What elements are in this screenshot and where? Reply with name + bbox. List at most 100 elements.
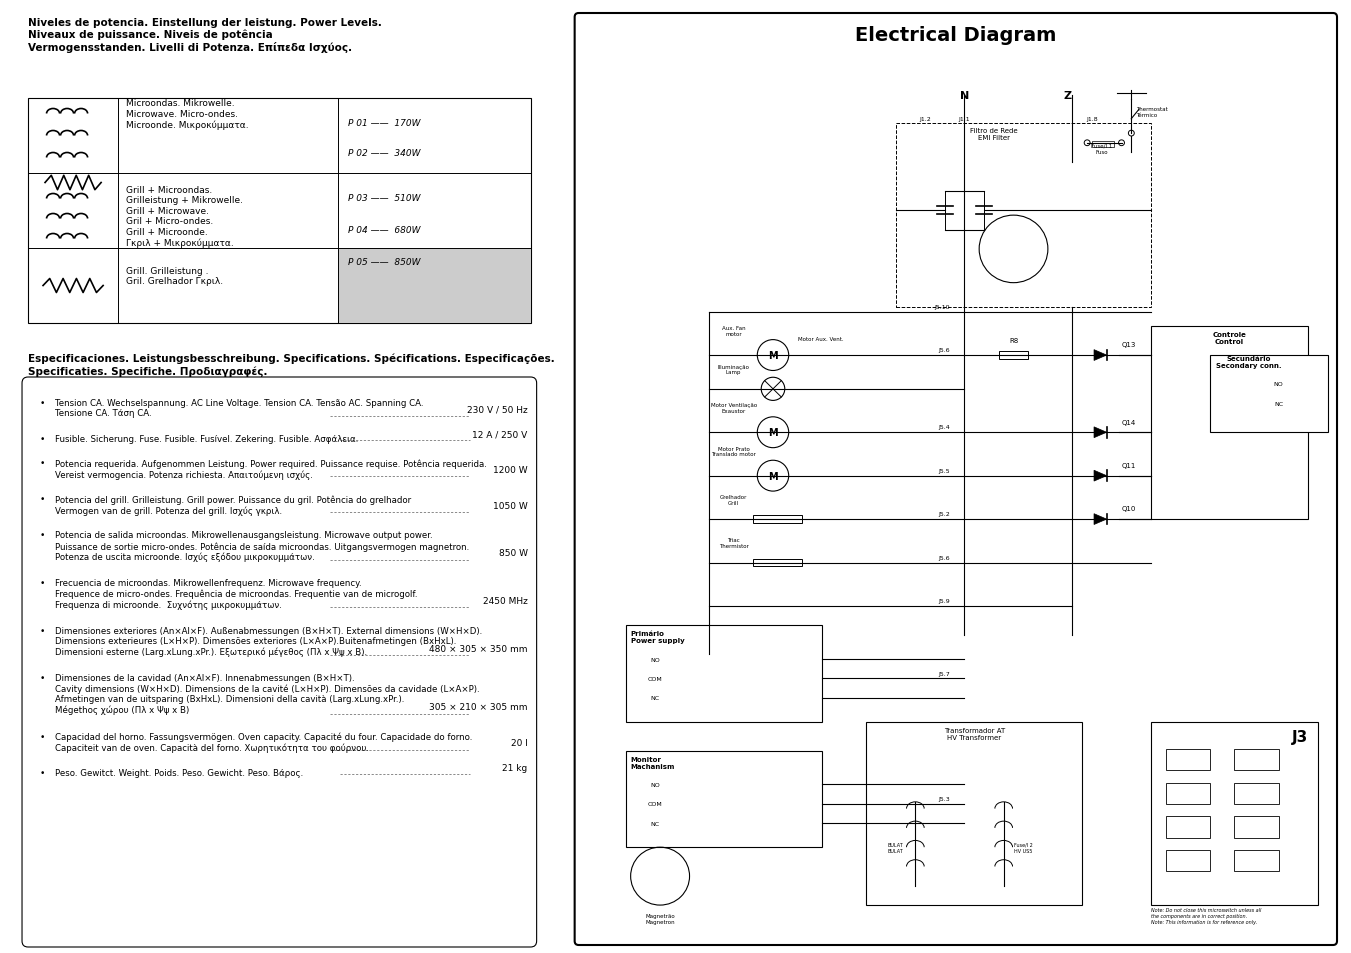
Text: Potencia requerida. Aufgenommen Leistung. Power required. Puissance requise. Pot: Potencia requerida. Aufgenommen Leistung… bbox=[55, 459, 486, 479]
Text: Fuse/l 1
Fuso: Fuse/l 1 Fuso bbox=[1092, 144, 1112, 154]
Text: J5.3: J5.3 bbox=[938, 797, 950, 801]
Bar bbox=[1235, 782, 1278, 804]
Text: Transformador AT
HV Transformer: Transformador AT HV Transformer bbox=[943, 727, 1005, 740]
Text: •: • bbox=[41, 768, 46, 778]
Text: BULAT
BULAT: BULAT BULAT bbox=[888, 841, 904, 853]
Text: Potencia de salida microondas. Mikrowellenausgangsleistung. Microwave output pow: Potencia de salida microondas. Mikrowell… bbox=[55, 531, 469, 562]
Text: Grill + Microondas.
Grilleistung + Mikrowelle.
Grill + Microwave.
Gril + Micro-o: Grill + Microondas. Grilleistung + Mikro… bbox=[126, 186, 243, 248]
Text: Tension CA. Wechselspannung. AC Line Voltage. Tension CA. Tensão AC. Spanning CA: Tension CA. Wechselspannung. AC Line Vol… bbox=[55, 398, 424, 418]
Text: J1.1: J1.1 bbox=[959, 116, 970, 121]
Text: J5.4: J5.4 bbox=[938, 425, 950, 430]
Bar bbox=[1235, 850, 1278, 871]
Text: Fusible. Sicherung. Fuse. Fusible. Fusível. Zekering. Fusible. Ασφάλεια.: Fusible. Sicherung. Fuse. Fusible. Fusív… bbox=[55, 435, 358, 443]
Bar bbox=[1166, 850, 1210, 871]
Bar bbox=[754, 559, 802, 567]
Text: Illuminação
Lamp: Illuminação Lamp bbox=[717, 364, 750, 375]
Bar bbox=[626, 751, 821, 847]
Text: 1200 W: 1200 W bbox=[493, 465, 528, 475]
Text: Fuse/l 2
HV US5: Fuse/l 2 HV US5 bbox=[1015, 841, 1032, 853]
Bar bbox=[1151, 722, 1317, 905]
Text: Magnetrão
Magnetron: Magnetrão Magnetron bbox=[646, 913, 676, 923]
Text: Microondas. Mikrowelle.
Microwave. Micro-ondes.
Microonde. Μικροκύμματα.: Microondas. Mikrowelle. Microwave. Micro… bbox=[126, 99, 249, 130]
Text: 2450 MHz: 2450 MHz bbox=[482, 597, 528, 605]
Text: Q10: Q10 bbox=[1121, 506, 1136, 512]
Text: Dimensiones exteriores (An×Al×F). Außenabmessungen (B×H×T). External dimensions : Dimensiones exteriores (An×Al×F). Außena… bbox=[55, 626, 482, 657]
Text: 305 × 210 × 305 mm: 305 × 210 × 305 mm bbox=[430, 702, 528, 712]
Text: P 05 ——  850W: P 05 —— 850W bbox=[349, 257, 422, 267]
Text: J5.9: J5.9 bbox=[938, 598, 950, 603]
Text: NO: NO bbox=[650, 657, 661, 661]
Text: Capacidad del horno. Fassungsvermögen. Oven capacity. Capacité du four. Capacida: Capacidad del horno. Fassungsvermögen. O… bbox=[55, 732, 473, 753]
Bar bbox=[28, 99, 531, 324]
Text: Filtro de Rede
EMI Filter: Filtro de Rede EMI Filter bbox=[970, 129, 1017, 141]
Text: Grill. Grilleistung .
Gril. Grelhador Γκριλ.: Grill. Grilleistung . Gril. Grelhador Γκ… bbox=[126, 267, 223, 286]
Text: Dimensiones de la cavidad (An×Al×F). Innenabmessungen (B×H×T).
Cavity dimensions: Dimensiones de la cavidad (An×Al×F). Inn… bbox=[55, 673, 480, 715]
Bar bbox=[1151, 327, 1308, 519]
Bar bbox=[1166, 749, 1210, 770]
Text: J5.5: J5.5 bbox=[938, 468, 950, 474]
Text: NC: NC bbox=[651, 696, 659, 700]
Text: P 04 ——  680W: P 04 —— 680W bbox=[349, 226, 422, 234]
Bar bbox=[1235, 817, 1278, 838]
Text: P 01 ——  170W: P 01 —— 170W bbox=[349, 119, 422, 128]
Text: J5.6: J5.6 bbox=[938, 555, 950, 560]
Bar bbox=[626, 625, 821, 722]
Text: Q11: Q11 bbox=[1121, 462, 1136, 469]
Bar bbox=[754, 516, 802, 523]
Text: J1.8: J1.8 bbox=[1086, 116, 1098, 121]
Text: 20 l: 20 l bbox=[511, 739, 528, 748]
Text: Z: Z bbox=[1063, 91, 1071, 101]
Text: Secundário
Secondary conn.: Secundário Secondary conn. bbox=[1216, 355, 1282, 369]
Text: J3: J3 bbox=[1292, 730, 1308, 744]
Polygon shape bbox=[1094, 471, 1106, 481]
Text: Grelhador
Grill: Grelhador Grill bbox=[720, 495, 747, 505]
Text: M: M bbox=[769, 351, 778, 360]
Text: Peso. Gewitct. Weight. Poids. Peso. Gewicht. Peso. Βάρος.: Peso. Gewitct. Weight. Poids. Peso. Gewi… bbox=[55, 768, 304, 778]
Text: COM: COM bbox=[648, 676, 662, 681]
Text: NO: NO bbox=[1274, 382, 1283, 387]
Text: Triac
Thermistor: Triac Thermistor bbox=[719, 537, 748, 549]
Text: NC: NC bbox=[651, 821, 659, 825]
Text: 12 A / 250 V: 12 A / 250 V bbox=[473, 430, 528, 438]
Text: J5.7: J5.7 bbox=[938, 671, 950, 677]
FancyBboxPatch shape bbox=[574, 14, 1337, 945]
Text: 21 kg: 21 kg bbox=[503, 763, 528, 772]
Text: Q14: Q14 bbox=[1121, 419, 1136, 425]
Text: Motor Ventilação
Exaustor: Motor Ventilação Exaustor bbox=[711, 403, 757, 414]
Text: Potencia del grill. Grilleistung. Grill power. Puissance du gril. Potência do gr: Potencia del grill. Grilleistung. Grill … bbox=[55, 495, 411, 516]
Text: R8: R8 bbox=[1009, 338, 1019, 344]
Circle shape bbox=[1128, 132, 1135, 137]
Bar bbox=[1092, 142, 1113, 148]
Text: Controle
Control: Controle Control bbox=[1213, 332, 1247, 345]
Bar bbox=[998, 352, 1028, 359]
Text: P 03 ——  510W: P 03 —— 510W bbox=[349, 193, 422, 203]
Bar bbox=[896, 124, 1151, 308]
Text: Motor Aux. Vent.: Motor Aux. Vent. bbox=[797, 336, 843, 341]
Text: NC: NC bbox=[1274, 401, 1283, 406]
Text: •: • bbox=[41, 578, 46, 587]
Text: 230 V / 50 Hz: 230 V / 50 Hz bbox=[467, 405, 528, 414]
Circle shape bbox=[1085, 141, 1090, 147]
Text: •: • bbox=[41, 626, 46, 635]
Text: COM: COM bbox=[648, 801, 662, 806]
Text: Especificaciones. Leistungsbesschreibung. Specifications. Spécifications. Especi: Especificaciones. Leistungsbesschreibung… bbox=[28, 354, 555, 376]
Text: •: • bbox=[41, 459, 46, 468]
Text: J5.6: J5.6 bbox=[938, 348, 950, 353]
Text: M: M bbox=[769, 471, 778, 481]
Text: Frecuencia de microondas. Mikrowellenfrequenz. Microwave frequency.
Frequence de: Frecuencia de microondas. Mikrowellenfre… bbox=[55, 578, 417, 609]
Polygon shape bbox=[1094, 515, 1106, 525]
Text: •: • bbox=[41, 531, 46, 540]
Text: J5.2: J5.2 bbox=[938, 512, 950, 517]
Bar bbox=[1210, 355, 1328, 433]
Text: N: N bbox=[959, 91, 969, 101]
Text: •: • bbox=[41, 732, 46, 741]
Text: J1.2: J1.2 bbox=[919, 116, 931, 121]
Text: 850 W: 850 W bbox=[499, 549, 528, 558]
Text: 480 × 305 × 350 mm: 480 × 305 × 350 mm bbox=[430, 644, 528, 653]
Text: Electrical Diagram: Electrical Diagram bbox=[855, 26, 1056, 45]
Text: P 02 ——  340W: P 02 —— 340W bbox=[349, 149, 422, 158]
Text: Note: Do not close this microswitch unless all
the components are in correct pos: Note: Do not close this microswitch unle… bbox=[1151, 907, 1262, 923]
Circle shape bbox=[1119, 141, 1124, 147]
Text: M: M bbox=[769, 428, 778, 437]
Text: •: • bbox=[41, 495, 46, 504]
